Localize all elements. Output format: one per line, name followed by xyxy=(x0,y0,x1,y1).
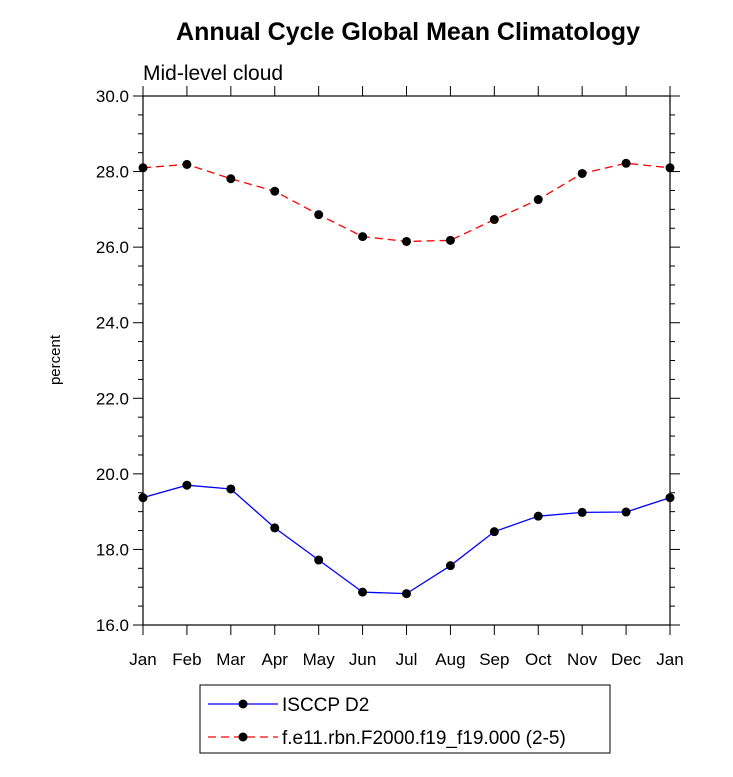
data-point xyxy=(577,168,587,178)
x-tick-label: Dec xyxy=(611,650,642,669)
data-point xyxy=(270,186,280,196)
data-point xyxy=(402,236,411,246)
x-tick-label: Oct xyxy=(525,650,552,669)
data-point xyxy=(314,555,324,565)
data-point xyxy=(358,587,368,597)
y-tick-label: 28.0 xyxy=(96,163,129,182)
x-tick-label: Aug xyxy=(435,650,465,669)
series-line xyxy=(142,484,671,595)
legend-marker xyxy=(238,732,248,742)
data-point xyxy=(138,163,148,173)
legend-marker xyxy=(238,699,248,709)
y-tick-label: 22.0 xyxy=(96,389,129,408)
data-point xyxy=(665,163,675,173)
data-point xyxy=(402,589,411,599)
series-line xyxy=(142,162,671,243)
x-tick-label: Jun xyxy=(349,650,376,669)
data-point xyxy=(445,561,455,571)
x-tick-labels: Jan Feb Mar Apr May Jun Jul Aug Sep Oct Nov Dec Jan xyxy=(129,650,683,669)
data-point xyxy=(226,174,236,184)
data-point xyxy=(533,511,543,521)
x-tick-label: Nov xyxy=(567,650,598,669)
legend-label: f.e11.rbn.F2000.f19_f19.000 (2-5) xyxy=(282,728,566,749)
data-point xyxy=(314,210,324,220)
series-layer xyxy=(138,158,675,599)
x-tick-label: Jan xyxy=(129,650,156,669)
x-tick-label: Mar xyxy=(216,650,246,669)
data-point xyxy=(533,195,543,205)
data-point xyxy=(270,523,280,533)
x-tick-label: May xyxy=(303,650,336,669)
y-tick-label: 16.0 xyxy=(96,616,129,635)
data-point xyxy=(445,235,455,245)
data-point xyxy=(621,158,631,168)
y-tick-labels: 16.0 18.0 20.0 22.0 24.0 26.0 28.0 30.0 xyxy=(96,87,129,635)
data-point xyxy=(621,507,631,517)
y-tick-label: 30.0 xyxy=(96,87,129,106)
x-tick-label: Jan xyxy=(656,650,683,669)
x-tick-label: Apr xyxy=(262,650,289,669)
y-tick-label: 24.0 xyxy=(96,314,129,333)
data-point xyxy=(577,507,587,517)
y-tick-label: 20.0 xyxy=(96,465,129,484)
data-point xyxy=(182,480,192,490)
data-point xyxy=(489,527,499,537)
data-point xyxy=(182,159,192,169)
y-axis-label: percent xyxy=(47,334,64,385)
x-tick-label: Sep xyxy=(479,650,509,669)
y-tick-label: 18.0 xyxy=(96,540,129,559)
legend: ISCCP D2 f.e11.rbn.F2000.f19_f19.000 (2-5… xyxy=(199,684,611,754)
data-point xyxy=(358,232,368,242)
chart-subtitle: Mid-level cloud xyxy=(143,62,283,85)
legend-box xyxy=(199,684,611,754)
x-tick-label: Jul xyxy=(396,650,418,669)
y-tick-label: 26.0 xyxy=(96,238,129,257)
data-point xyxy=(138,493,148,503)
data-point xyxy=(665,493,675,503)
data-point xyxy=(226,484,236,494)
data-point xyxy=(489,215,499,225)
chart-title: Annual Cycle Global Mean Climatology xyxy=(176,18,640,46)
x-tick-label: Feb xyxy=(172,650,201,669)
axis-ticks xyxy=(133,86,680,635)
legend-label: ISCCP D2 xyxy=(282,695,369,716)
